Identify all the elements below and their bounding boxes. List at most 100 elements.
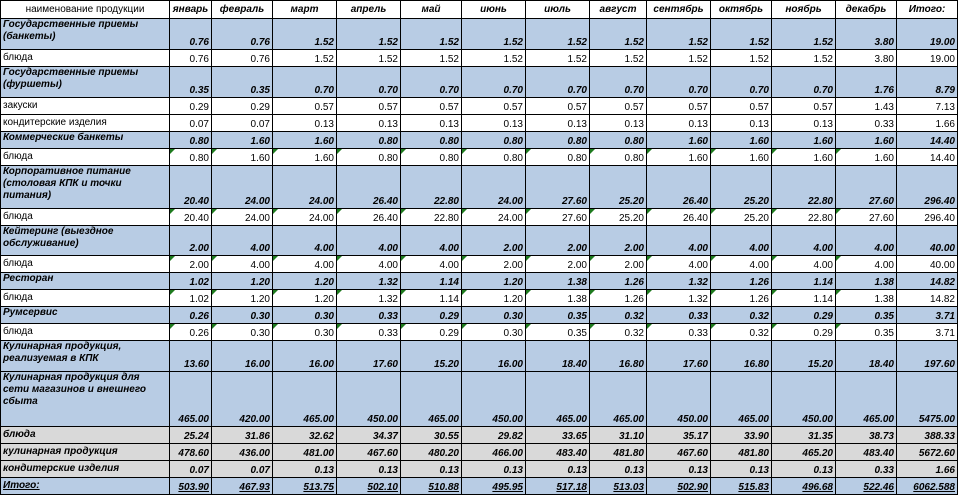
value-cell[interactable]: 4.00 bbox=[646, 255, 711, 273]
value-cell[interactable]: 4.00 bbox=[710, 255, 772, 273]
value-cell[interactable]: 0.80 bbox=[589, 148, 647, 166]
value-cell[interactable]: 1.20 bbox=[272, 289, 337, 307]
row-name-cell[interactable]: Ресторан bbox=[0, 272, 170, 290]
value-cell[interactable]: 0.80 bbox=[525, 148, 590, 166]
value-cell[interactable]: 1.52 bbox=[336, 49, 401, 67]
value-cell[interactable]: 436.00 bbox=[211, 443, 273, 461]
value-cell[interactable]: 22.80 bbox=[400, 165, 462, 209]
value-cell[interactable]: 0.57 bbox=[646, 97, 711, 115]
value-cell[interactable]: 1.60 bbox=[771, 131, 836, 149]
value-cell[interactable]: 0.35 bbox=[211, 66, 273, 98]
row-total-cell[interactable]: 3.71 bbox=[896, 306, 958, 324]
row-name-cell[interactable]: Румсервис bbox=[0, 306, 170, 324]
value-cell[interactable]: 29.82 bbox=[461, 426, 526, 444]
value-cell[interactable]: 0.70 bbox=[336, 66, 401, 98]
value-cell[interactable]: 0.76 bbox=[211, 18, 273, 50]
value-cell[interactable]: 0.13 bbox=[589, 114, 647, 132]
value-cell[interactable]: 33.90 bbox=[710, 426, 772, 444]
row-total-cell[interactable]: 3.71 bbox=[896, 323, 958, 341]
value-cell[interactable]: 0.80 bbox=[525, 131, 590, 149]
value-cell[interactable]: 1.60 bbox=[646, 131, 711, 149]
value-cell[interactable]: 517.18 bbox=[525, 477, 590, 495]
value-cell[interactable]: 24.00 bbox=[272, 208, 337, 226]
value-cell[interactable]: 1.60 bbox=[835, 148, 897, 166]
value-cell[interactable]: 0.57 bbox=[710, 97, 772, 115]
value-cell[interactable]: 0.33 bbox=[835, 460, 897, 478]
value-cell[interactable]: 22.80 bbox=[771, 208, 836, 226]
value-cell[interactable]: 4.00 bbox=[211, 255, 273, 273]
value-cell[interactable]: 0.29 bbox=[211, 97, 273, 115]
row-total-cell[interactable]: 19.00 bbox=[896, 49, 958, 67]
value-cell[interactable]: 465.00 bbox=[400, 371, 462, 427]
value-cell[interactable]: 4.00 bbox=[211, 225, 273, 256]
value-cell[interactable]: 465.00 bbox=[835, 371, 897, 427]
value-cell[interactable]: 0.07 bbox=[211, 114, 273, 132]
value-cell[interactable]: 467.60 bbox=[646, 443, 711, 461]
row-total-cell[interactable]: 6062.588 bbox=[896, 477, 958, 495]
value-cell[interactable]: 1.60 bbox=[771, 148, 836, 166]
row-total-cell[interactable]: 296.40 bbox=[896, 208, 958, 226]
value-cell[interactable]: 522.46 bbox=[835, 477, 897, 495]
value-cell[interactable]: 1.20 bbox=[211, 289, 273, 307]
value-cell[interactable]: 1.20 bbox=[461, 272, 526, 290]
header-month-cell[interactable]: июль bbox=[525, 0, 590, 19]
value-cell[interactable]: 0.13 bbox=[461, 114, 526, 132]
value-cell[interactable]: 24.00 bbox=[211, 165, 273, 209]
value-cell[interactable]: 0.32 bbox=[589, 323, 647, 341]
value-cell[interactable]: 1.26 bbox=[589, 289, 647, 307]
row-name-cell[interactable]: блюда bbox=[0, 426, 170, 444]
row-total-cell[interactable]: 14.82 bbox=[896, 289, 958, 307]
row-total-cell[interactable]: 296.40 bbox=[896, 165, 958, 209]
row-name-cell[interactable]: блюда bbox=[0, 289, 170, 307]
value-cell[interactable]: 0.32 bbox=[589, 306, 647, 324]
value-cell[interactable]: 1.60 bbox=[211, 131, 273, 149]
header-month-cell[interactable]: апрель bbox=[336, 0, 401, 19]
value-cell[interactable]: 35.17 bbox=[646, 426, 711, 444]
value-cell[interactable]: 0.35 bbox=[835, 323, 897, 341]
value-cell[interactable]: 465.00 bbox=[169, 371, 212, 427]
value-cell[interactable]: 513.03 bbox=[589, 477, 647, 495]
value-cell[interactable]: 0.80 bbox=[461, 148, 526, 166]
row-total-cell[interactable]: 40.00 bbox=[896, 225, 958, 256]
value-cell[interactable]: 16.00 bbox=[461, 340, 526, 372]
value-cell[interactable]: 0.30 bbox=[461, 306, 526, 324]
value-cell[interactable]: 1.52 bbox=[336, 18, 401, 50]
value-cell[interactable]: 1.32 bbox=[646, 272, 711, 290]
value-cell[interactable]: 450.00 bbox=[336, 371, 401, 427]
value-cell[interactable]: 1.14 bbox=[400, 272, 462, 290]
value-cell[interactable]: 483.40 bbox=[835, 443, 897, 461]
value-cell[interactable]: 1.32 bbox=[336, 272, 401, 290]
row-name-cell[interactable]: Коммерческие банкеты bbox=[0, 131, 170, 149]
value-cell[interactable]: 31.86 bbox=[211, 426, 273, 444]
value-cell[interactable]: 1.60 bbox=[272, 131, 337, 149]
value-cell[interactable]: 0.35 bbox=[169, 66, 212, 98]
value-cell[interactable]: 467.60 bbox=[336, 443, 401, 461]
value-cell[interactable]: 0.80 bbox=[400, 131, 462, 149]
value-cell[interactable]: 2.00 bbox=[525, 255, 590, 273]
value-cell[interactable]: 0.13 bbox=[272, 460, 337, 478]
value-cell[interactable]: 33.65 bbox=[525, 426, 590, 444]
value-cell[interactable]: 4.00 bbox=[835, 225, 897, 256]
value-cell[interactable]: 4.00 bbox=[771, 255, 836, 273]
value-cell[interactable]: 0.70 bbox=[710, 66, 772, 98]
value-cell[interactable]: 0.13 bbox=[710, 460, 772, 478]
value-cell[interactable]: 1.14 bbox=[771, 272, 836, 290]
value-cell[interactable]: 0.80 bbox=[461, 131, 526, 149]
value-cell[interactable]: 18.40 bbox=[525, 340, 590, 372]
value-cell[interactable]: 0.70 bbox=[646, 66, 711, 98]
row-total-cell[interactable]: 1.66 bbox=[896, 460, 958, 478]
value-cell[interactable]: 478.60 bbox=[169, 443, 212, 461]
row-total-cell[interactable]: 19.00 bbox=[896, 18, 958, 50]
value-cell[interactable]: 1.32 bbox=[646, 289, 711, 307]
value-cell[interactable]: 34.37 bbox=[336, 426, 401, 444]
row-name-cell[interactable]: Итого: bbox=[0, 477, 170, 495]
value-cell[interactable]: 450.00 bbox=[461, 371, 526, 427]
value-cell[interactable]: 3.80 bbox=[835, 49, 897, 67]
value-cell[interactable]: 1.52 bbox=[646, 49, 711, 67]
value-cell[interactable]: 1.52 bbox=[710, 18, 772, 50]
value-cell[interactable]: 0.30 bbox=[272, 306, 337, 324]
value-cell[interactable]: 1.43 bbox=[835, 97, 897, 115]
value-cell[interactable]: 465.00 bbox=[525, 371, 590, 427]
value-cell[interactable]: 0.70 bbox=[525, 66, 590, 98]
row-total-cell[interactable]: 7.13 bbox=[896, 97, 958, 115]
